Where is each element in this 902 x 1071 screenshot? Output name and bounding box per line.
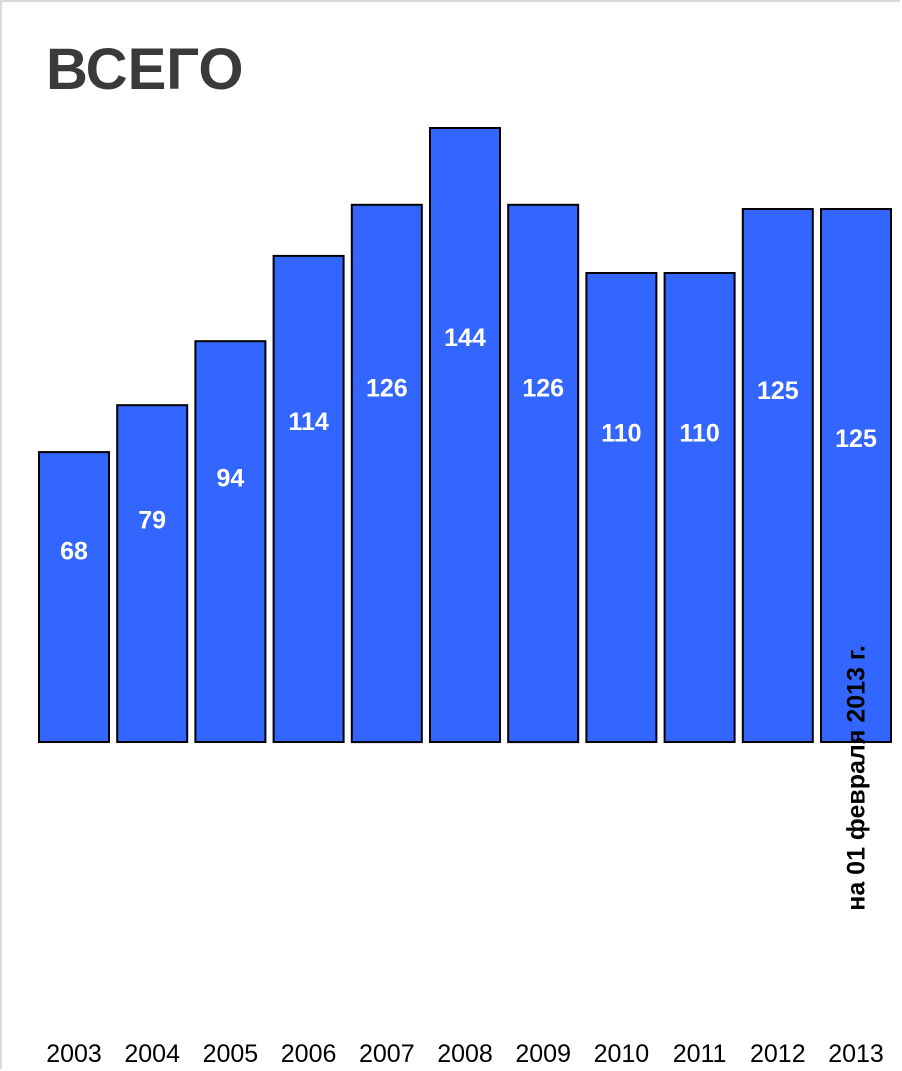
- bar-2007: [350, 203, 423, 744]
- bar-2008: [429, 127, 501, 743]
- bar-2005: [194, 340, 267, 743]
- bar-2013: [820, 208, 892, 743]
- chart-title: ВСЕГО: [46, 37, 244, 102]
- annotation-group: на 01 февраля 2013 г.: [843, 645, 871, 911]
- x-tick-label-2012: 2012: [750, 1040, 806, 1068]
- value-label-2003: 68: [60, 538, 88, 566]
- bar-2010: [585, 272, 658, 743]
- value-label-2010: 110: [601, 419, 641, 447]
- bar-2004: [116, 404, 189, 743]
- bar-2009: [507, 203, 580, 744]
- value-label-2004: 79: [138, 507, 166, 535]
- x-tick-label-2013: 2013: [828, 1040, 884, 1068]
- bars-group: [38, 127, 892, 744]
- value-label-2012: 125: [757, 377, 799, 405]
- value-label-2005: 94: [216, 465, 244, 493]
- x-tick-label-2006: 2006: [281, 1040, 337, 1068]
- x-tick-label-2003: 2003: [46, 1040, 102, 1068]
- x-tick-label-2005: 2005: [203, 1040, 259, 1068]
- bar-2012: [741, 208, 814, 743]
- x-tick-label-2011: 2011: [673, 1040, 727, 1068]
- value-label-2013: 125: [835, 425, 877, 453]
- value-label-2011: 110: [679, 419, 719, 447]
- bar-2003: [38, 451, 110, 743]
- x-tick-label-2009: 2009: [515, 1040, 571, 1068]
- x-tick-label-2007: 2007: [359, 1040, 415, 1068]
- x-tick-labels-group: 2003 2004 2005 2006 2007 2008 2009 2010 2011 2012…: [46, 1040, 884, 1068]
- bar-2011: [663, 272, 736, 743]
- bar-2006: [272, 254, 345, 743]
- x-tick-label-2004: 2004: [124, 1040, 180, 1068]
- value-label-2009: 126: [522, 374, 564, 402]
- x-tick-label-2010: 2010: [594, 1040, 650, 1068]
- annotation-as-of-date: на 01 февраля 2013 г.: [843, 645, 871, 911]
- value-label-2008: 144: [444, 324, 486, 352]
- x-tick-label-2008: 2008: [437, 1040, 493, 1068]
- value-labels-group: 68 79 94 114 126 144 126 110 110 125 125: [60, 324, 877, 566]
- value-label-2007: 126: [366, 374, 408, 402]
- value-label-2006: 114: [288, 408, 328, 436]
